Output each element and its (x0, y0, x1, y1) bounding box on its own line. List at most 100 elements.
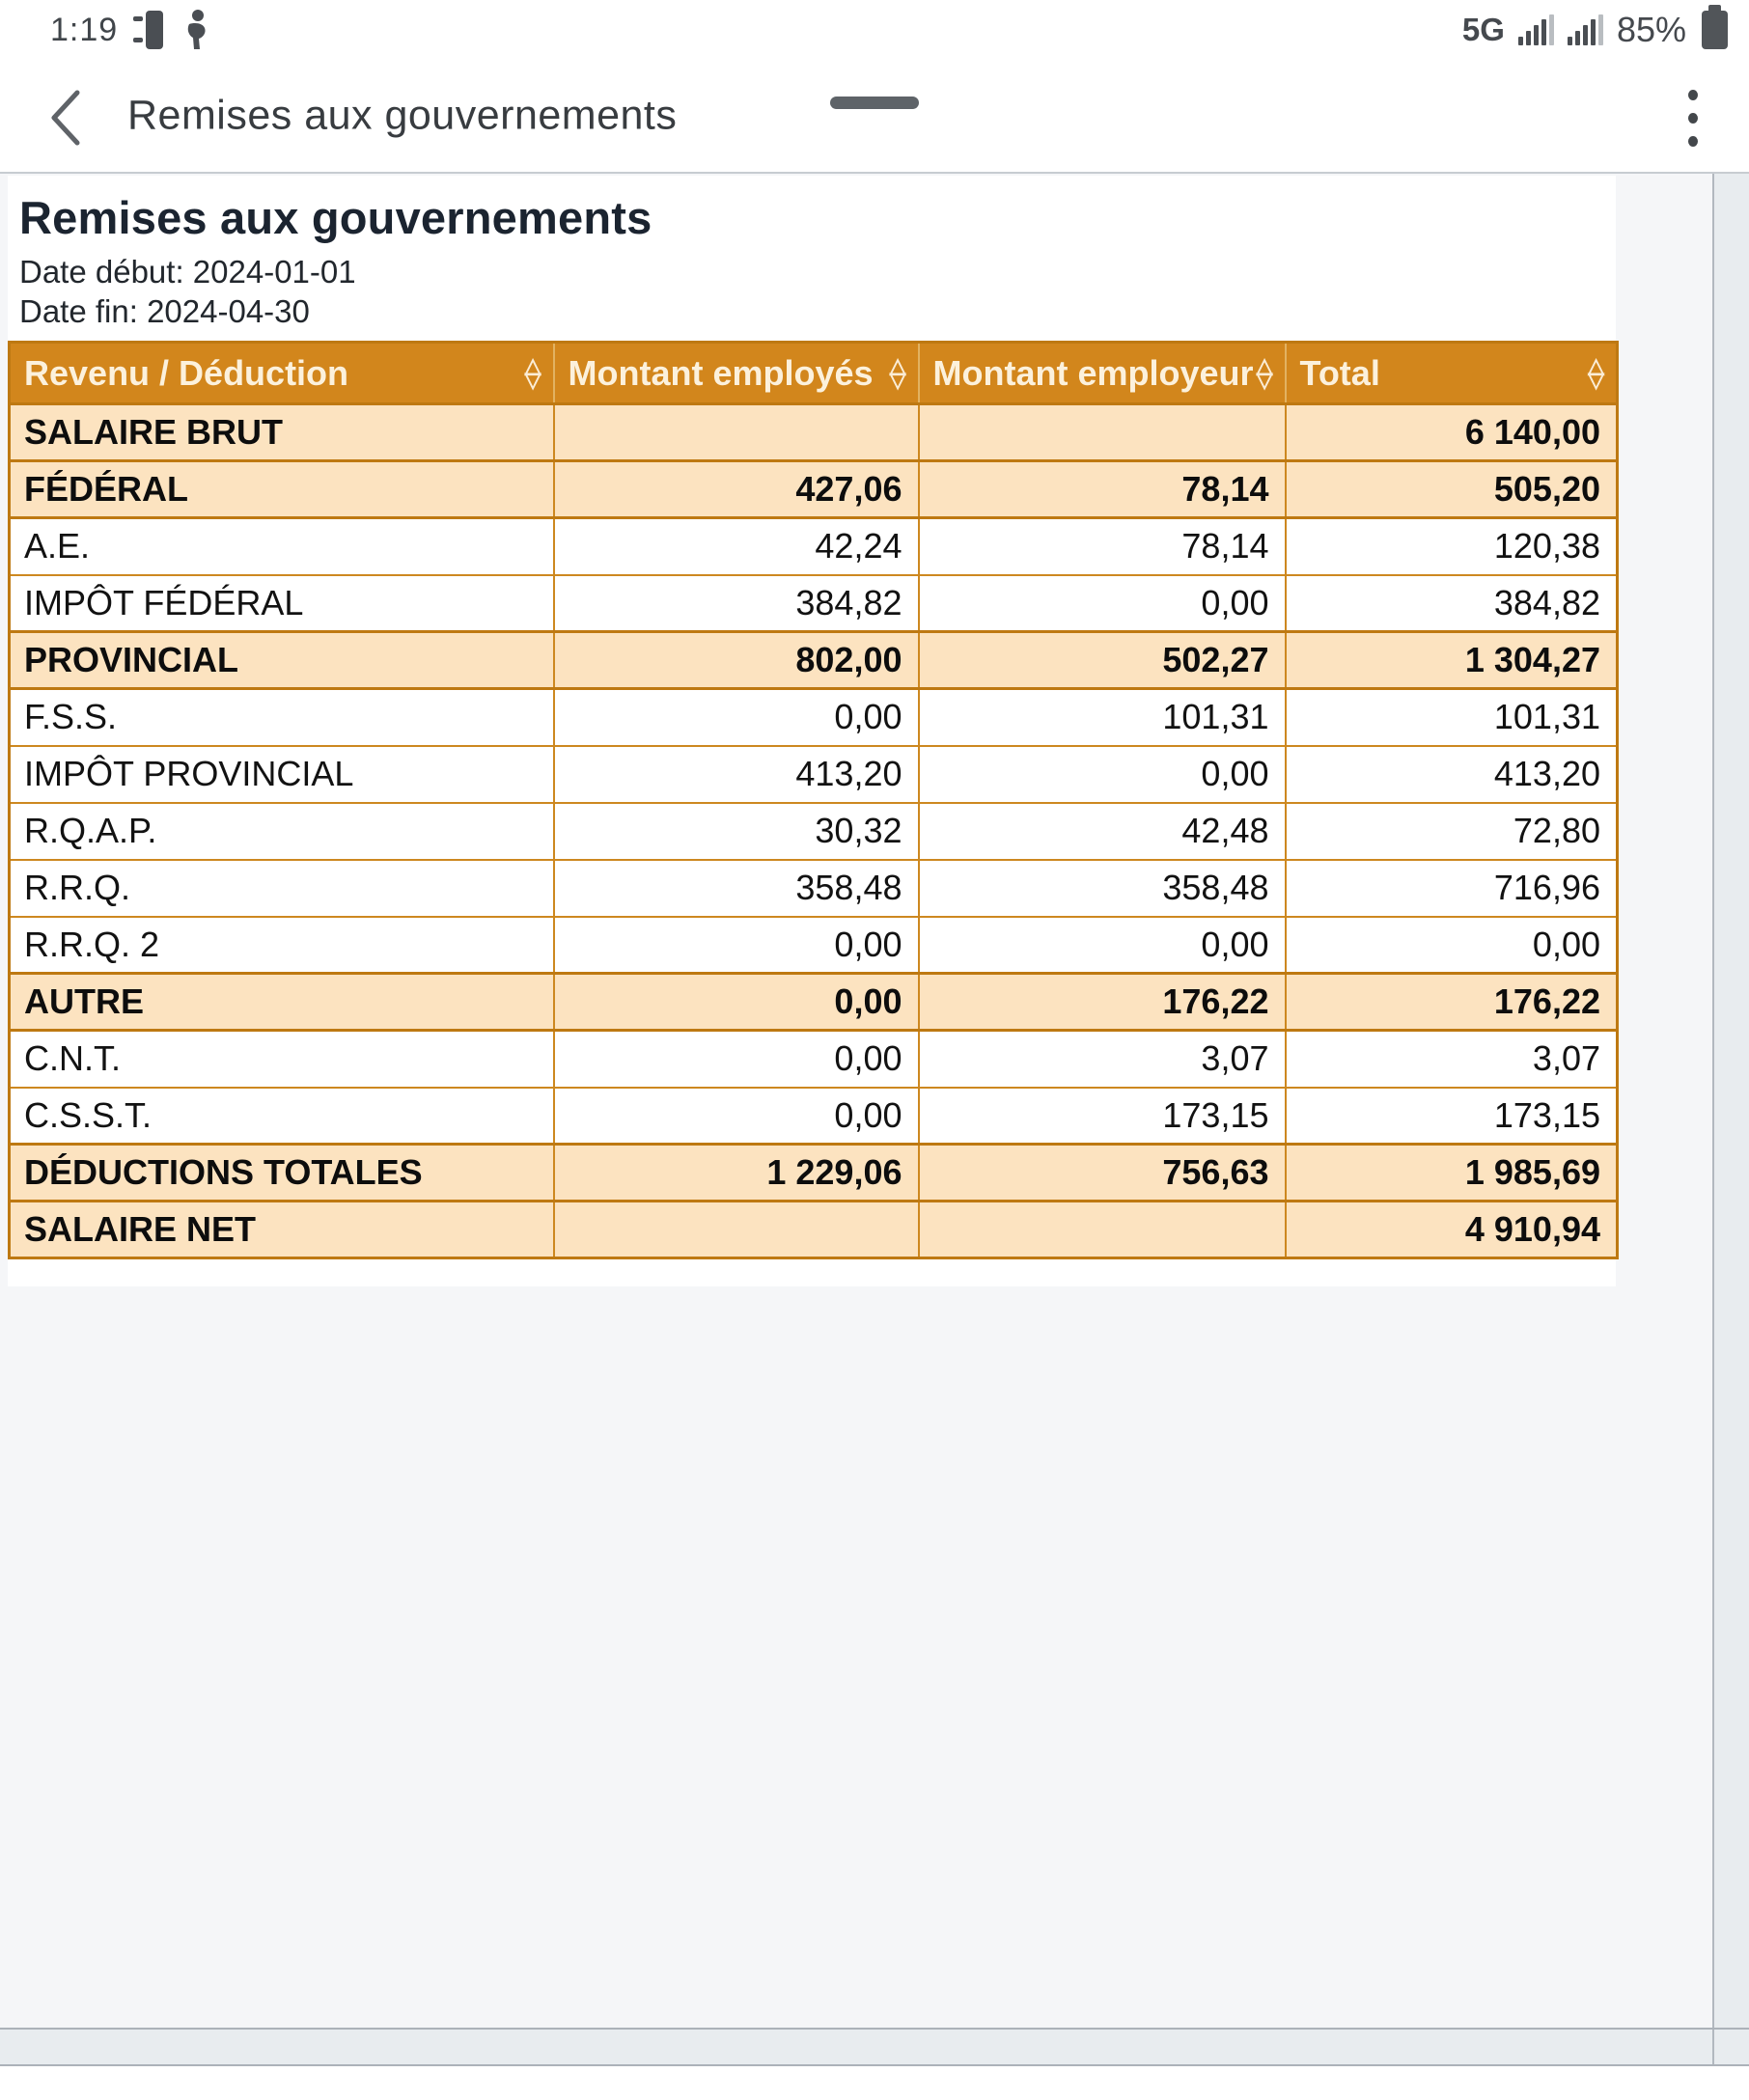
employee-amount-cell (552, 1200, 920, 1259)
report-card: Remises aux gouvernements Date début: 20… (8, 176, 1619, 1286)
table-row: R.R.Q. 2 0,00 0,00 0,00 (8, 915, 1619, 975)
employer-amount-cell: 173,15 (917, 1086, 1287, 1146)
back-chevron-icon (51, 90, 80, 146)
employer-amount-cell (917, 402, 1287, 462)
row-label-cell: R.Q.A.P. (8, 801, 555, 861)
total-amount-cell: 4 910,94 (1284, 1200, 1619, 1259)
total-amount-cell: 0,00 (1284, 915, 1619, 975)
webview-top-divider (0, 172, 1749, 174)
table-body: SALAIRE BRUT 6 140,00 FÉDÉRAL 427,06 78,… (8, 402, 1619, 1259)
signal-bars-icon (1517, 14, 1554, 45)
table-row: DÉDUCTIONS TOTALES 1 229,06 756,63 1 985… (8, 1143, 1619, 1202)
total-amount-cell: 173,15 (1284, 1086, 1619, 1146)
table-row: AUTRE 0,00 176,22 176,22 (8, 972, 1619, 1032)
employee-amount-cell: 30,32 (552, 801, 920, 861)
employee-amount-cell: 0,00 (552, 687, 920, 747)
row-label-cell: C.S.S.T. (8, 1086, 555, 1146)
sort-icon: △ ▽ (889, 352, 906, 392)
table-row: SALAIRE BRUT 6 140,00 (8, 402, 1619, 462)
battery-percent-label: 85% (1616, 10, 1686, 49)
sort-icon: △ ▽ (1256, 352, 1273, 392)
vertical-scrollbar-track[interactable] (1714, 174, 1749, 2064)
total-amount-cell: 72,80 (1284, 801, 1619, 861)
employee-amount-cell: 358,48 (552, 858, 920, 918)
table-row: R.Q.A.P. 30,32 42,48 72,80 (8, 801, 1619, 861)
webview-bottom-divider (0, 2064, 1749, 2066)
row-label-cell: A.E. (8, 516, 555, 576)
table-row: SALAIRE NET 4 910,94 (8, 1200, 1619, 1259)
clock: 1:19 (50, 11, 119, 48)
overflow-menu-button[interactable] (1666, 81, 1720, 154)
date-start-label: Date début: 2024-01-01 (19, 254, 356, 290)
back-button[interactable] (35, 87, 97, 149)
row-label-cell: SALAIRE NET (8, 1200, 555, 1259)
row-label-cell: R.R.Q. 2 (8, 915, 555, 975)
sort-icon: △ ▽ (1588, 352, 1604, 392)
total-amount-cell: 176,22 (1284, 972, 1619, 1032)
table-row: IMPÔT FÉDÉRAL 384,82 0,00 384,82 (8, 573, 1619, 633)
signal-bars-icon-2 (1567, 14, 1603, 45)
total-amount-cell: 120,38 (1284, 516, 1619, 576)
table-row: C.N.T. 0,00 3,07 3,07 (8, 1029, 1619, 1089)
employer-amount-cell (917, 1200, 1287, 1259)
horizontal-scrollbar-track[interactable] (0, 2030, 1712, 2064)
total-amount-cell: 1 985,69 (1284, 1143, 1619, 1202)
total-amount-cell: 1 304,27 (1284, 630, 1619, 690)
column-header-montant-employes[interactable]: Montant employés △ ▽ (553, 342, 920, 405)
employer-amount-cell: 101,31 (917, 687, 1287, 747)
employer-amount-cell: 176,22 (917, 972, 1287, 1032)
app-bar-title: Remises aux gouvernements (127, 92, 678, 139)
column-header-total[interactable]: Total △ ▽ (1285, 342, 1618, 405)
total-amount-cell: 384,82 (1284, 573, 1619, 633)
total-amount-cell: 101,31 (1284, 687, 1619, 747)
total-amount-cell: 413,20 (1284, 744, 1619, 804)
table-row: A.E. 42,24 78,14 120,38 (8, 516, 1619, 576)
more-vertical-icon (1688, 89, 1698, 100)
employer-amount-cell: 756,63 (917, 1143, 1287, 1202)
window-drag-handle[interactable] (830, 97, 919, 109)
page-title: Remises aux gouvernements (19, 192, 652, 243)
table-row: F.S.S. 0,00 101,31 101,31 (8, 687, 1619, 747)
column-header-montant-employeur[interactable]: Montant employeur △ ▽ (918, 342, 1287, 405)
total-amount-cell: 716,96 (1284, 858, 1619, 918)
column-header-revenu-deduction[interactable]: Revenu / Déduction △ ▽ (9, 342, 555, 405)
employee-amount-cell: 384,82 (552, 573, 920, 633)
sort-icon: △ ▽ (524, 352, 541, 392)
device-notification-icon (133, 11, 164, 49)
employee-amount-cell: 0,00 (552, 1086, 920, 1146)
row-label-cell: IMPÔT FÉDÉRAL (8, 573, 555, 633)
row-label-cell: SALAIRE BRUT (8, 402, 555, 462)
table-row: IMPÔT PROVINCIAL 413,20 0,00 413,20 (8, 744, 1619, 804)
scrollbar-divider-horizontal (0, 2028, 1749, 2030)
total-amount-cell: 3,07 (1284, 1029, 1619, 1089)
employer-amount-cell: 0,00 (917, 573, 1287, 633)
total-amount-cell: 6 140,00 (1284, 402, 1619, 462)
employee-amount-cell: 1 229,06 (552, 1143, 920, 1202)
employer-amount-cell: 358,48 (917, 858, 1287, 918)
row-label-cell: DÉDUCTIONS TOTALES (8, 1143, 555, 1202)
employee-amount-cell: 42,24 (552, 516, 920, 576)
total-amount-cell: 505,20 (1284, 459, 1619, 519)
remittances-table: Revenu / Déduction △ ▽ Montant employés △… (8, 341, 1619, 1259)
row-label-cell: PROVINCIAL (8, 630, 555, 690)
employee-amount-cell: 427,06 (552, 459, 920, 519)
status-bar: 1:19 5G 85% (0, 0, 1749, 60)
row-label-cell: AUTRE (8, 972, 555, 1032)
row-label-cell: F.S.S. (8, 687, 555, 747)
row-label-cell: FÉDÉRAL (8, 459, 555, 519)
table-header-row: Revenu / Déduction △ ▽ Montant employés △… (9, 342, 1618, 405)
employee-amount-cell (552, 402, 920, 462)
table-row: FÉDÉRAL 427,06 78,14 505,20 (8, 459, 1619, 519)
employee-amount-cell: 802,00 (552, 630, 920, 690)
battery-icon (1702, 5, 1728, 49)
employer-amount-cell: 78,14 (917, 459, 1287, 519)
employer-amount-cell: 3,07 (917, 1029, 1287, 1089)
employer-amount-cell: 0,00 (917, 915, 1287, 975)
scrollbar-divider-vertical (1712, 174, 1714, 2064)
employee-amount-cell: 0,00 (552, 915, 920, 975)
row-label-cell: R.R.Q. (8, 858, 555, 918)
network-type-label: 5G (1461, 12, 1505, 47)
row-label-cell: C.N.T. (8, 1029, 555, 1089)
employer-amount-cell: 0,00 (917, 744, 1287, 804)
date-end-label: Date fin: 2024-04-30 (19, 293, 310, 329)
